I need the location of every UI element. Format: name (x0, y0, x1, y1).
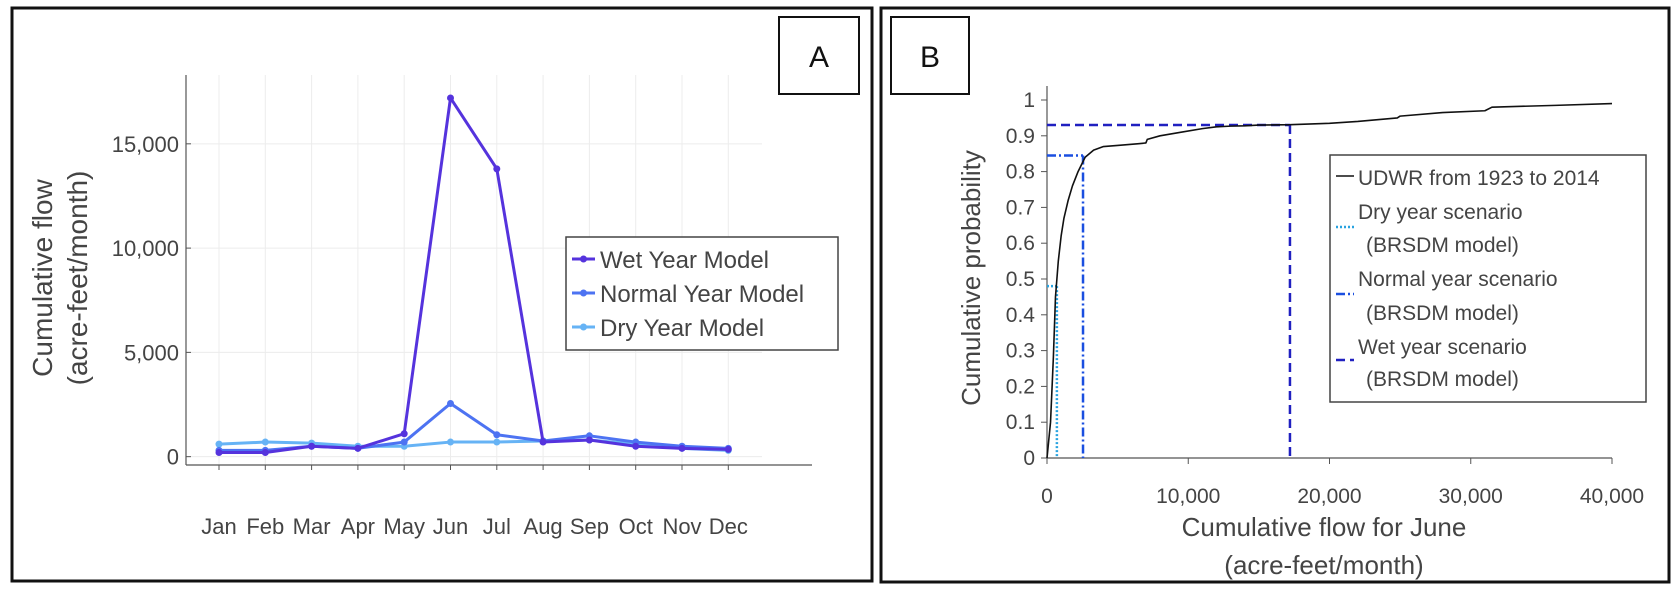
b-axes (1041, 86, 1613, 464)
b-legend-box (1329, 154, 1647, 403)
b-x-axis-label-line2: (acre-feet/month) (1224, 550, 1423, 580)
a-x-tick-label: Jan (201, 514, 236, 539)
a-x-tick-label: Apr (341, 514, 375, 539)
a-legend-marker-dry (580, 323, 587, 331)
a-point-normal (493, 431, 501, 439)
b-y-tick-label: 0 (1023, 447, 1035, 470)
b-legend-label-normal-1: Normal year scenario (1358, 268, 1558, 291)
a-y-axis-label-line1: Cumulative flow (27, 178, 58, 376)
a-legend-marker-wet (580, 255, 587, 263)
a-axes (185, 75, 812, 470)
b-y-tick-label: 0.7 (1006, 196, 1035, 219)
b-y-tick-label: 0.9 (1006, 125, 1035, 148)
a-x-tick-labels: Jan Feb Mar Apr May Jun Jul Aug Sep Oct Nov Dec (201, 514, 748, 539)
panel-b: B 0 0.1 0.2 0.3 0.4 0.5 0.6 0.7 0.8 0.9 1 0 10,000 2… (879, 6, 1671, 584)
panel-a-label: A (809, 41, 829, 74)
a-y-axis-label-line2: (acre-feet/month) (62, 171, 93, 386)
b-x-tick-label: 30,000 (1439, 485, 1503, 508)
a-x-tick-label: Nov (662, 514, 701, 539)
b-x-tick-label: 0 (1041, 485, 1053, 508)
b-legend-label-wet-1: Wet year scenario (1358, 336, 1527, 359)
b-legend-label-wet-2: (BRSDM model) (1366, 368, 1519, 391)
panel-b-label: B (920, 41, 940, 74)
b-y-tick-label: 0.1 (1006, 411, 1035, 434)
b-y-tick-label: 0.2 (1006, 375, 1035, 398)
panel-b-frame (879, 6, 1671, 584)
panel-a-label-box (778, 16, 860, 95)
b-y-tick-labels: 0 0.1 0.2 0.3 0.4 0.5 0.6 0.7 0.8 0.9 1 (1006, 89, 1036, 470)
a-series-line-dry (218, 438, 729, 452)
a-x-tick-label: Aug (524, 514, 563, 539)
b-y-tick-label: 0.5 (1006, 268, 1035, 291)
b-y-tick-label: 0.8 (1006, 161, 1035, 184)
a-y-tick-label: 10,000 (112, 236, 179, 261)
a-point-wet (493, 165, 501, 173)
a-x-tick-label: Feb (246, 514, 284, 539)
b-y-tick-label: 0.3 (1006, 340, 1035, 363)
b-x-axis-label-line1: Cumulative flow for June (1182, 512, 1467, 542)
a-gridlines (186, 75, 762, 465)
a-x-tick-label: Dec (709, 514, 748, 539)
b-y-tick-label: 0.4 (1006, 304, 1036, 327)
b-x-tick-label: 10,000 (1156, 485, 1220, 508)
b-scenario-lines (1047, 123, 1292, 458)
a-y-tick-labels: 0 5,000 10,000 15,000 (112, 132, 179, 470)
a-point-wet (632, 442, 640, 450)
a-legend-label-wet: Wet Year Model (600, 247, 769, 274)
b-y-axis-label: Cumulative probability (956, 150, 986, 406)
a-point-wet (539, 438, 547, 446)
panel-a-frame (10, 6, 874, 583)
a-x-tick-label: Jun (433, 514, 468, 539)
a-point-wet (400, 430, 408, 438)
a-x-tick-label: Mar (293, 514, 331, 539)
a-point-wet (585, 436, 593, 444)
panel-b-label-box (890, 16, 970, 95)
a-point-wet (308, 442, 316, 450)
b-x-tick-label: 40,000 (1580, 485, 1644, 508)
b-x-tick-label: 20,000 (1297, 485, 1361, 508)
a-legend-label-dry: Dry Year Model (600, 315, 764, 342)
a-legend: Wet Year Model Normal Year Model Dry Yea… (565, 236, 839, 351)
a-x-tick-label: Sep (570, 514, 609, 539)
b-legend: UDWR from 1923 to 2014 Dry year scenario… (1329, 154, 1647, 403)
a-y-tick-label: 15,000 (112, 132, 179, 157)
a-point-dry (447, 438, 454, 446)
a-point-wet (447, 94, 454, 102)
a-y-tick-label: 0 (167, 445, 179, 470)
b-y-tick-label: 0.6 (1006, 232, 1035, 255)
b-legend-label-udwr: UDWR from 1923 to 2014 (1358, 167, 1600, 190)
a-point-normal (447, 399, 454, 407)
b-cdf-line-group (1046, 102, 1613, 459)
a-point-dry (215, 440, 223, 448)
a-x-tick-label: May (383, 514, 425, 539)
a-point-wet (678, 444, 686, 452)
a-x-tick-label: Oct (619, 514, 653, 539)
a-series-lines (215, 94, 732, 456)
a-point-dry (493, 438, 501, 446)
a-series-line-wet (219, 96, 729, 454)
a-point-normal (400, 438, 408, 446)
a-point-dry (261, 438, 269, 446)
b-y-tick-label: 1 (1023, 89, 1035, 112)
a-legend-marker-normal (580, 289, 587, 297)
b-x-tick-labels: 0 10,000 20,000 30,000 40,000 (1041, 485, 1644, 508)
a-point-wet (261, 448, 269, 456)
b-cdf-line (1046, 102, 1613, 459)
a-point-wet (215, 448, 223, 456)
a-legend-box (565, 236, 839, 351)
b-legend-label-normal-2: (BRSDM model) (1366, 302, 1519, 325)
a-point-wet (724, 445, 732, 453)
a-y-tick-label: 5,000 (124, 340, 179, 365)
a-point-wet (354, 444, 362, 452)
b-legend-label-dry-1: Dry year scenario (1358, 201, 1523, 224)
a-x-tick-label: Jul (483, 514, 511, 539)
b-legend-label-dry-2: (BRSDM model) (1366, 234, 1519, 257)
a-legend-label-normal: Normal Year Model (600, 281, 804, 308)
